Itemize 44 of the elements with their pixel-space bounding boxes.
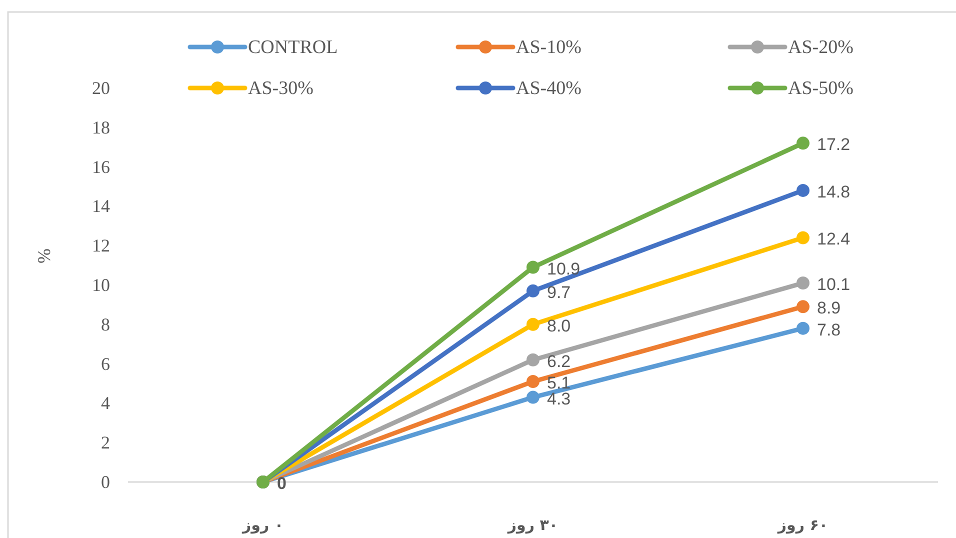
- y-axis-title: %: [34, 248, 54, 264]
- point: [796, 231, 810, 244]
- data-label: 10.1: [817, 275, 850, 294]
- point: [796, 276, 810, 290]
- y-tick-label: 20: [92, 78, 110, 98]
- legend-label: CONTROL: [248, 37, 338, 58]
- point: [526, 318, 540, 331]
- data-label: 17.2: [817, 135, 850, 154]
- y-tick-label: 16: [92, 156, 110, 177]
- y-tick-label: 0: [101, 472, 110, 492]
- point: [796, 136, 810, 150]
- point: [526, 260, 540, 274]
- data-label: 10.9: [547, 259, 580, 278]
- data-label: 7.8: [817, 320, 841, 340]
- x-tick-label: ۰ روز: [242, 516, 284, 534]
- legend-label: AS-50%: [788, 78, 854, 99]
- point: [526, 353, 540, 366]
- point: [526, 390, 540, 404]
- data-label: 14.8: [817, 182, 850, 202]
- legend-label: AS-20%: [788, 37, 854, 58]
- y-tick-label: 12: [92, 236, 110, 256]
- x-tick-label: ۶۰ روز: [776, 516, 828, 534]
- x-tick-label: ۳۰ روز: [506, 516, 558, 534]
- point: [796, 322, 810, 335]
- data-label: 8.9: [817, 298, 841, 318]
- legend-label: AS-40%: [516, 78, 582, 99]
- point: [796, 184, 810, 197]
- point: [526, 375, 540, 388]
- data-label: 8.0: [547, 316, 571, 336]
- y-tick-label: 2: [101, 432, 110, 453]
- point: [526, 284, 540, 298]
- data-label: 9.7: [547, 282, 571, 302]
- y-tick-label: 6: [101, 354, 110, 374]
- data-label: 6.2: [547, 352, 571, 371]
- data-label: 12.4: [817, 230, 850, 249]
- data-label: 0: [277, 474, 286, 493]
- y-tick-label: 14: [92, 196, 110, 216]
- y-tick-label: 8: [101, 314, 110, 334]
- legend-label: AS-10%: [516, 37, 582, 58]
- point: [796, 300, 810, 314]
- legend-label: AS-30%: [248, 78, 314, 99]
- y-tick-label: 18: [92, 117, 110, 138]
- y-tick-label: 10: [92, 275, 110, 295]
- y-tick-label: 4: [101, 393, 110, 414]
